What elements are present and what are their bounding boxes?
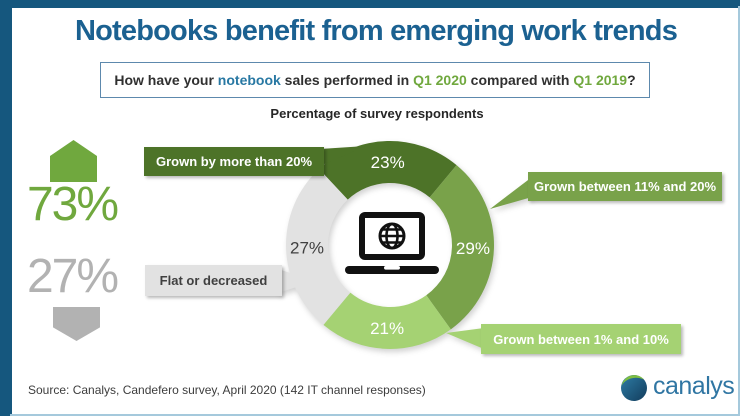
question-part: notebook	[217, 72, 281, 88]
donut-value-label: 21%	[370, 319, 404, 338]
donut-segment-1	[426, 165, 495, 330]
survey-question-box: How have your notebook sales performed i…	[100, 62, 650, 98]
callout-flat-or-decreased: Flat or decreased	[145, 265, 282, 296]
callout-grown-1-10: Grown between 1% and 10%	[481, 324, 681, 354]
question-part: sales performed in	[280, 72, 414, 88]
callout-pointer-1	[490, 177, 532, 209]
callout-pointer-2	[446, 328, 484, 349]
callout-pointer-3	[278, 269, 315, 293]
donut-value-label: 27%	[290, 238, 324, 257]
callout-grown-more-20: Grown by more than 20%	[144, 147, 324, 176]
bottom-edge-line	[10, 414, 740, 416]
question-part: How have your	[114, 72, 218, 88]
donut-value-label: 29%	[456, 239, 490, 258]
callout-grown-11-20: Grown between 11% and 20%	[528, 172, 722, 201]
left-border-band	[0, 0, 12, 416]
question-part: Q1 2020	[413, 72, 467, 88]
right-edge-line	[738, 6, 740, 416]
question-part: Q1 2019	[573, 72, 628, 88]
flat-share-value: 27%	[26, 250, 119, 303]
canalys-globe-icon	[621, 375, 647, 401]
chart-subtitle: Percentage of survey respondents	[270, 106, 484, 121]
donut-segment-2	[323, 292, 451, 350]
page-title: Notebooks benefit from emerging work tre…	[74, 15, 678, 47]
donut-segment-3	[286, 168, 351, 325]
source-note: Source: Canalys, Candefero survey, April…	[28, 383, 426, 397]
donut-segment-0	[319, 140, 457, 200]
canalys-wordmark: canalys	[653, 372, 735, 400]
donut-value-label: 23%	[371, 153, 405, 172]
survey-question-text: How have your notebook sales performed i…	[114, 72, 635, 88]
grown-share-value: 73%	[26, 178, 119, 231]
question-part: ?	[627, 72, 636, 88]
laptop-globe-icon	[344, 211, 440, 275]
canalys-logo: canalys	[620, 372, 735, 402]
question-part: compared with	[466, 72, 574, 88]
callout-pointer-0	[320, 146, 366, 166]
top-border-band	[0, 0, 740, 8]
